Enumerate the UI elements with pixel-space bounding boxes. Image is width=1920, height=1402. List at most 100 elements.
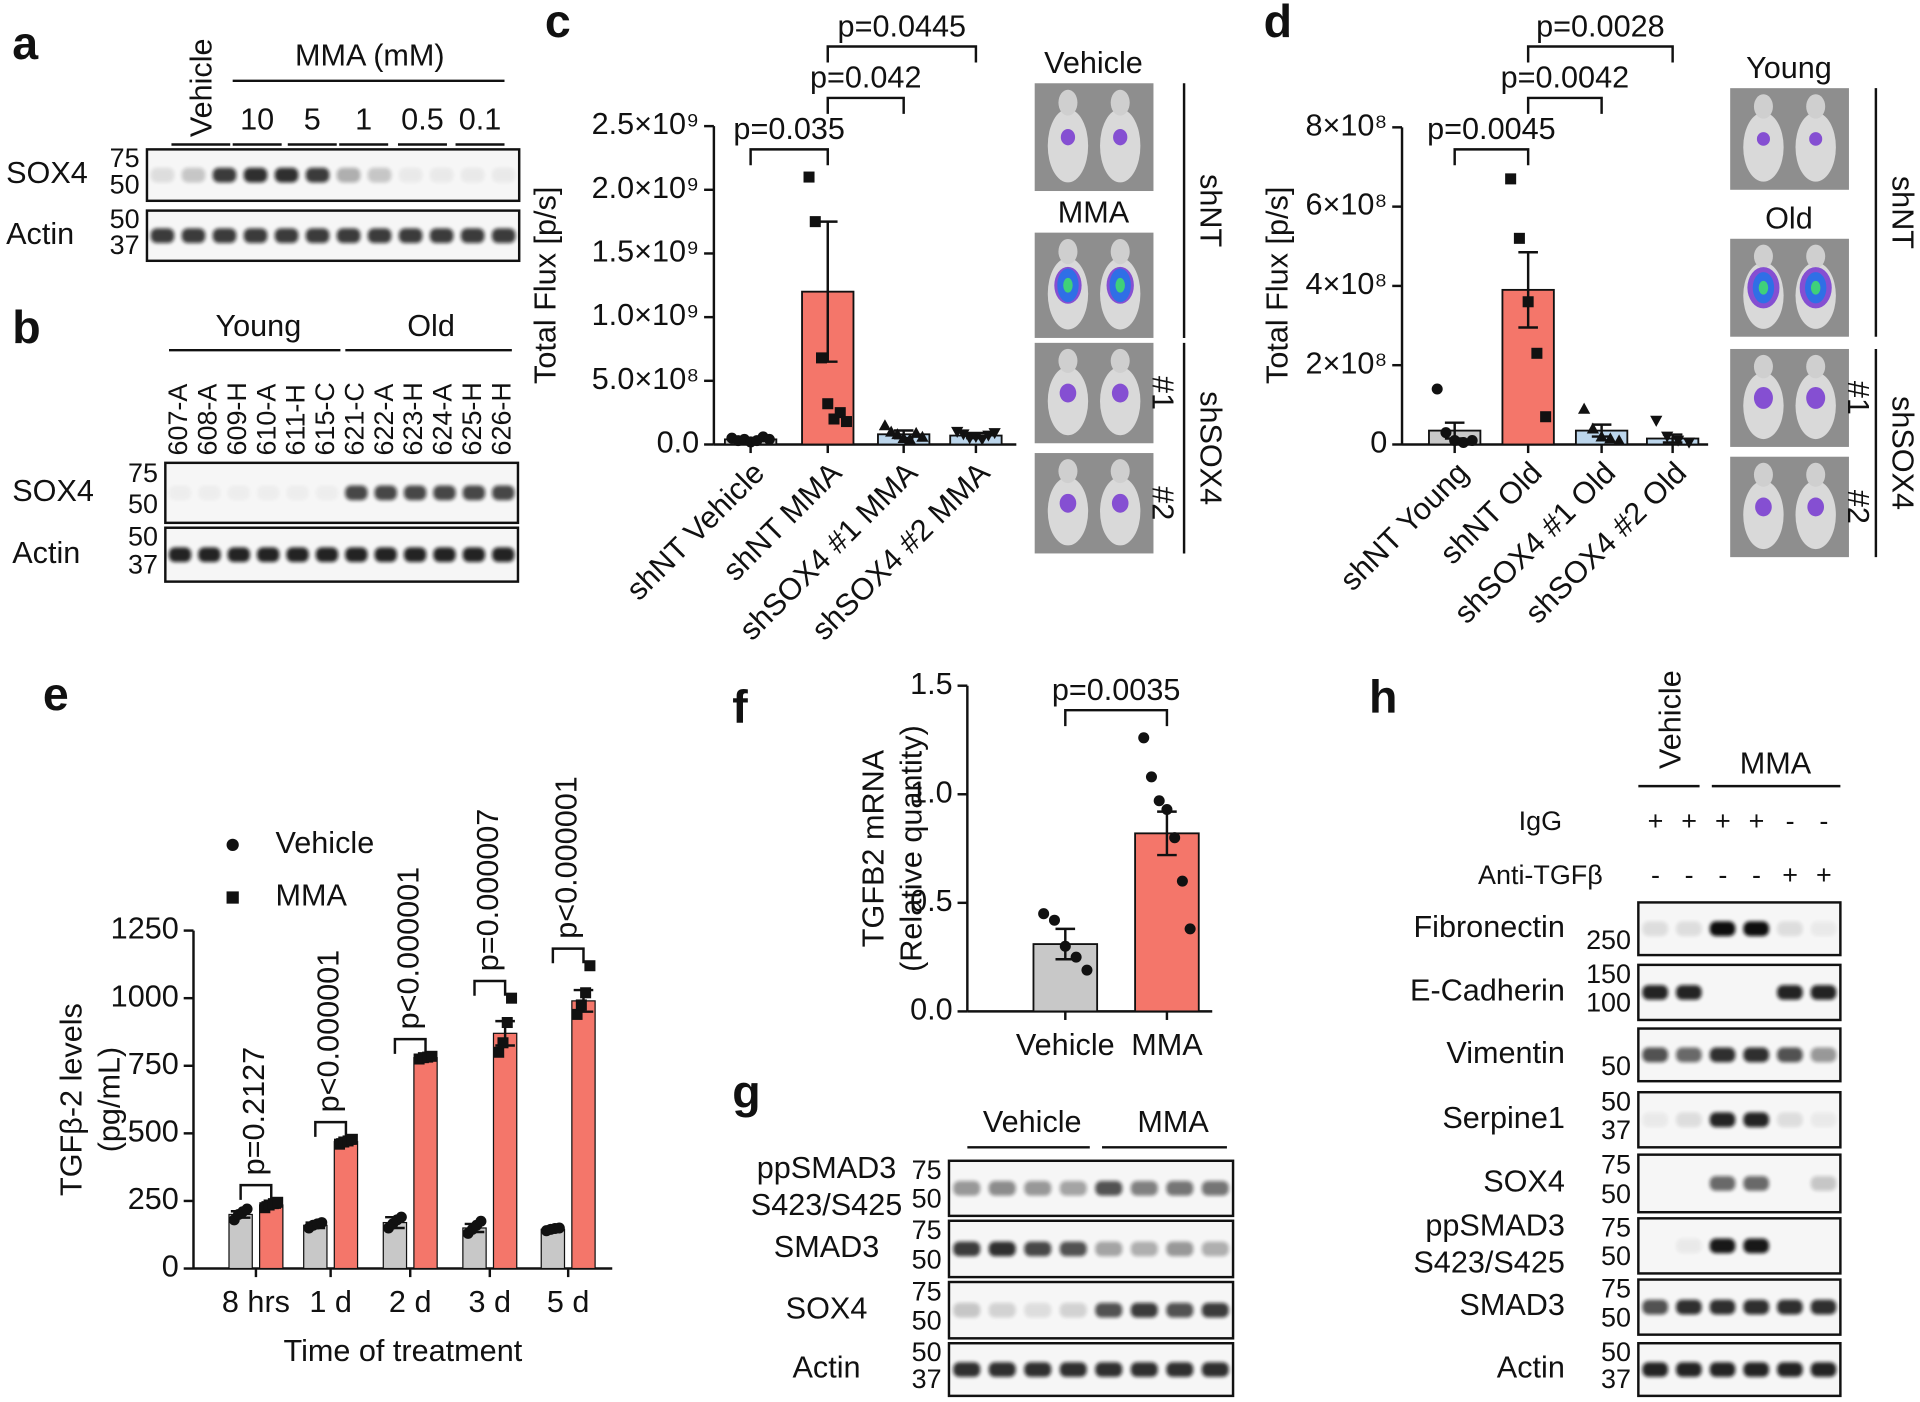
blot-band [492, 547, 515, 563]
mouse-body [1100, 109, 1141, 183]
blot-band [257, 547, 280, 563]
blot-band [286, 485, 308, 500]
x-axis-label: Time of treatment [284, 1334, 523, 1368]
blot-band [1777, 1047, 1803, 1063]
blot-band [181, 167, 206, 183]
data-point [1449, 435, 1461, 447]
data-point [828, 413, 840, 425]
signal [1810, 280, 1821, 295]
y-tick-label: 0 [1370, 426, 1387, 460]
mouse-image [1034, 453, 1154, 554]
blot-band [398, 228, 423, 244]
mw-marker: 50 [1601, 1179, 1631, 1209]
significance-bracket [314, 1120, 348, 1137]
data-point [1682, 437, 1696, 449]
blot-band [462, 485, 486, 501]
lane-label: 622-A [369, 384, 399, 456]
y-tick-label: 250 [128, 1182, 179, 1216]
data-point [822, 398, 834, 410]
bar [333, 1140, 359, 1270]
mw-marker: 75 [1601, 1274, 1631, 1304]
mouse-image [1730, 348, 1849, 447]
group-label: MMA [1740, 746, 1812, 780]
signal [1806, 386, 1826, 409]
data-point [1059, 940, 1071, 952]
blot-band [953, 1241, 981, 1257]
blot-band [1676, 1047, 1702, 1063]
data-point [816, 352, 828, 364]
mouse-head [1058, 89, 1078, 116]
row-label: S423/S425 [1413, 1245, 1564, 1279]
row-label: SOX4 [786, 1291, 868, 1325]
y-axis-label: Total Flux [p/s] [1261, 187, 1295, 384]
significance-bracket [826, 45, 978, 63]
blot-band [1130, 1180, 1158, 1196]
y-tick-label: 1000 [111, 979, 179, 1013]
blot-band [1810, 1299, 1837, 1315]
mw-marker: 75 [1601, 1212, 1631, 1242]
blot-band [1743, 1112, 1769, 1128]
clone-label: #1 [1841, 381, 1875, 415]
y-tick-label: 1.0 [910, 775, 953, 809]
blot-band [1095, 1180, 1123, 1196]
data-point [1038, 908, 1050, 920]
row-label: SMAD3 [774, 1230, 879, 1264]
mouse-head [1110, 459, 1130, 484]
blot-band [462, 547, 486, 563]
data-point [809, 216, 821, 228]
p-value: p=0.0028 [1536, 9, 1665, 43]
signal [1756, 132, 1770, 146]
legend-marker [226, 891, 239, 904]
lane-label: 10 [240, 102, 274, 136]
mw-marker: 50 [912, 1244, 942, 1274]
y-tick-label: 6×10⁸ [1305, 188, 1387, 222]
data-point [346, 1133, 358, 1145]
blot-frame [1637, 1278, 1842, 1336]
blot-band [1676, 921, 1702, 937]
p-value: p<0.000001 [312, 950, 346, 1113]
row-label: SOX4 [1483, 1165, 1565, 1199]
signal [1059, 493, 1077, 513]
signal [1807, 497, 1825, 517]
blot-band [1024, 1302, 1052, 1318]
condition-sign: - [1786, 806, 1795, 836]
x-tick-label: Vehicle [1016, 1028, 1115, 1062]
condition-sign: + [1648, 806, 1664, 836]
blot-band [1743, 1238, 1769, 1254]
blot-band [243, 167, 268, 183]
blot-band [1676, 1299, 1702, 1315]
y-axis-label: TGFB2 mRNA [857, 749, 891, 947]
row-label: Serpine1 [1442, 1101, 1565, 1135]
p-value: p<0.000001 [391, 867, 425, 1030]
significance-bracket [1453, 148, 1530, 166]
mw-marker: 37 [912, 1364, 942, 1394]
group-label: Young [216, 309, 302, 343]
lane-label: 621-C [339, 382, 369, 455]
group-label: shNT [1885, 176, 1919, 249]
data-point [834, 407, 846, 419]
mw-marker: 50 [110, 204, 140, 234]
blot-band [1130, 1241, 1158, 1257]
y-tick-label: 1.0×10⁹ [592, 298, 700, 332]
mouse-body [1047, 109, 1089, 183]
row-label: ppSMAD3 [757, 1151, 897, 1185]
signal [1059, 383, 1077, 403]
y-axis-label: TGFβ-2 levels [55, 1003, 89, 1196]
mouse-head [1806, 462, 1826, 487]
blot-band [374, 485, 397, 501]
blot-band [1166, 1302, 1194, 1318]
lane-label: 0.5 [401, 102, 444, 136]
lane-label: 607-A [163, 384, 193, 456]
blot-band [367, 167, 392, 183]
row-label: Actin [12, 536, 80, 570]
mouse-head [1058, 238, 1078, 265]
mw-marker: 75 [128, 458, 158, 488]
mw-marker: 50 [1601, 1086, 1631, 1116]
mouse-head [1058, 459, 1078, 484]
blot-band [286, 547, 309, 563]
y-axis-label: Total Flux [p/s] [528, 187, 562, 384]
y-tick-label: 4×10⁸ [1305, 267, 1387, 301]
bar [259, 1204, 284, 1270]
lane-label: Vehicle [184, 38, 218, 137]
mw-marker: 100 [1586, 988, 1631, 1018]
